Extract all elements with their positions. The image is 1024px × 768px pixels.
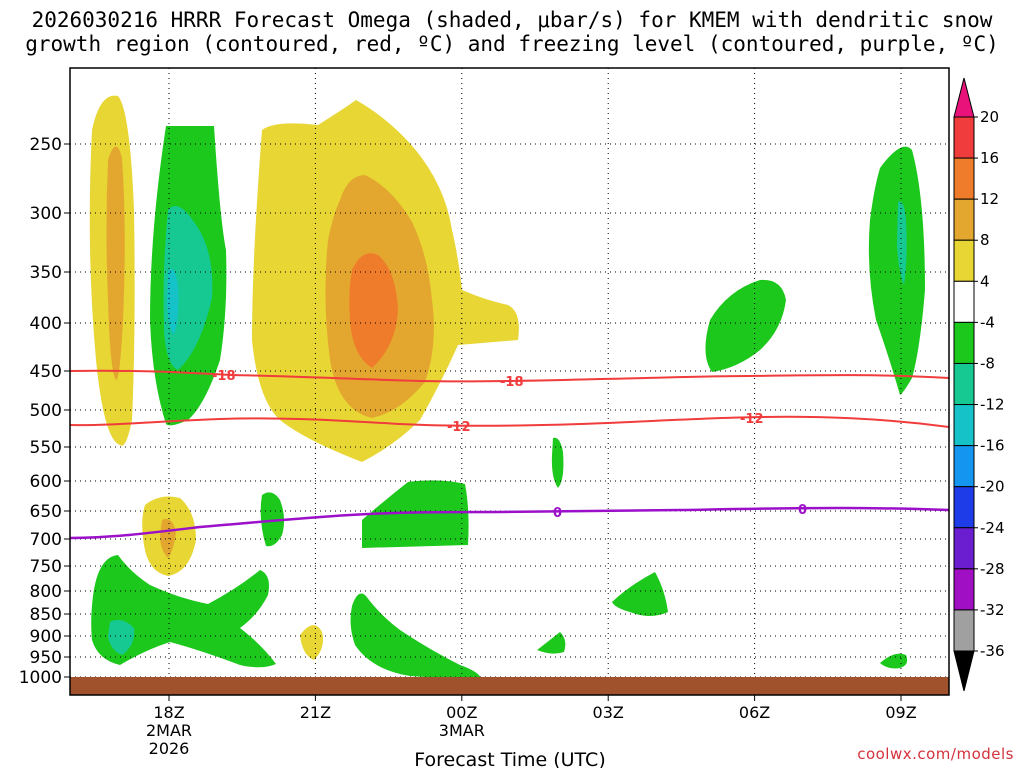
colorbar-swatch (953, 239, 975, 282)
colorbar-label: -24 (980, 519, 1005, 537)
colorbar-label: -32 (980, 601, 1005, 619)
colorbar-labels: 20 16 12 8 4 -4 -8 -12 -16 -20 -24 -28 -32 -36 (974, 108, 1005, 660)
y-tick-label: 350 (30, 263, 62, 283)
colorbar-swatch (953, 198, 975, 241)
colorbar-label: 12 (980, 190, 999, 208)
x-tick-label: 2026 (149, 739, 190, 758)
dgz-bottom-contour (70, 415, 949, 428)
colorbar-swatch (953, 116, 975, 159)
omega-teal-region-1 (163, 206, 213, 370)
dgz-top-label: -18 (500, 375, 524, 390)
y-tick-label: 850 (30, 605, 62, 625)
colorbar-swatch (953, 445, 975, 488)
omega-green-region-10 (537, 632, 566, 654)
colorbar (953, 77, 975, 692)
omega-green-region-8 (350, 593, 482, 680)
colorbar-label: -20 (980, 478, 1005, 496)
x-tick-label: 00Z (446, 703, 477, 722)
colorbar-label: 16 (980, 149, 999, 167)
dgz-top-contour (70, 369, 949, 383)
omega-teal-region-3 (897, 201, 907, 285)
colorbar-swatch (953, 404, 975, 447)
colorbar-label: 8 (980, 231, 990, 249)
freezing-level-contour (70, 506, 949, 540)
y-tick-label: 700 (30, 530, 62, 550)
y-tick-label: 550 (30, 438, 62, 458)
omega-green-region-7 (91, 555, 276, 668)
colorbar-swatch (953, 486, 975, 529)
y-tick-label: 250 (30, 135, 62, 155)
y-tick-label: 950 (30, 648, 62, 668)
x-tick-label: 2MAR (146, 721, 192, 740)
y-tick-label: 300 (30, 204, 62, 224)
omega-green-region-9 (612, 572, 668, 616)
colorbar-label: -12 (980, 396, 1005, 414)
colorbar-swatch (953, 609, 975, 652)
dgz-top-label: -18 (212, 369, 236, 384)
colorbar-label: -8 (980, 354, 995, 372)
chart-title-line-1: 2026030216 HRRR Forecast Omega (shaded, … (31, 8, 993, 32)
omega-orange-region (349, 253, 398, 368)
contour-labels: -18 -18 -12 -12 0 0 (212, 369, 807, 521)
omega-shading: -18 -18 -12 -12 0 0 (70, 68, 949, 695)
freezing-level-label: 0 (553, 506, 562, 521)
colorbar-swatch (953, 77, 975, 118)
dgz-bottom-label: -12 (740, 412, 764, 427)
omega-green-region-6 (362, 480, 469, 548)
y-axis-labels: 2503003504004505005506006507007508008509… (19, 135, 70, 688)
colorbar-swatch (953, 157, 975, 200)
omega-green-region-5 (260, 492, 285, 547)
colorbar-swatch (953, 280, 975, 323)
y-tick-label: 1000 (19, 668, 62, 688)
colorbar-swatch (953, 527, 975, 570)
y-tick-label: 600 (30, 472, 62, 492)
omega-gold-region-3 (160, 518, 176, 558)
chart-title-line-2: growth region (contoured, red, ºC) and f… (25, 32, 999, 56)
colorbar-label: -36 (980, 642, 1005, 660)
x-tick-label: 21Z (300, 703, 331, 722)
omega-gold-region-1 (106, 146, 125, 380)
colorbar-swatch (953, 321, 975, 364)
colorbar-label: -4 (980, 313, 995, 331)
x-tick-label: 09Z (885, 703, 916, 722)
ground-terrain (70, 677, 949, 695)
omega-teal-region-2 (108, 620, 135, 655)
omega-green-region-3 (705, 279, 786, 372)
y-tick-label: 800 (30, 582, 62, 602)
plot-frame (69, 67, 950, 696)
freezing-level-label: 0 (798, 503, 807, 518)
x-tick-label: 3MAR (439, 721, 485, 740)
colorbar-label: 4 (980, 272, 990, 290)
omega-green-region-2 (868, 146, 925, 395)
colorbar-swatch (953, 650, 975, 692)
x-tick-label: 06Z (739, 703, 770, 722)
y-tick-label: 500 (30, 401, 62, 421)
omega-cyan-region (167, 268, 179, 335)
omega-green-region-4 (551, 437, 564, 488)
x-tick-label: 18Z (153, 703, 184, 722)
colorbar-label: 20 (980, 108, 999, 126)
colorbar-label: -28 (980, 560, 1005, 578)
y-tick-label: 750 (30, 557, 62, 577)
colorbar-swatch (953, 568, 975, 611)
y-tick-label: 450 (30, 362, 62, 382)
omega-yellow-region-4 (300, 625, 323, 660)
dgz-bottom-label: -12 (447, 420, 471, 435)
y-tick-label: 900 (30, 627, 62, 647)
y-tick-label: 650 (30, 502, 62, 522)
x-tick-label: 03Z (593, 703, 624, 722)
colorbar-label: -16 (980, 437, 1005, 455)
x-axis-title: Forecast Time (UTC) (414, 749, 605, 768)
colorbar-swatch (953, 362, 975, 406)
credit-link[interactable]: coolwx.com/models (857, 745, 1014, 763)
y-tick-label: 400 (30, 314, 62, 334)
